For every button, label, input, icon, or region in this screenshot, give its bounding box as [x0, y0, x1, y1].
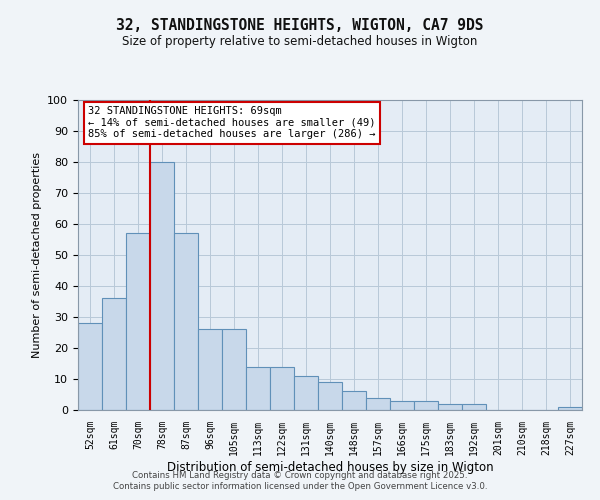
- Bar: [174, 234, 198, 410]
- Text: Size of property relative to semi-detached houses in Wigton: Size of property relative to semi-detach…: [122, 35, 478, 48]
- Bar: [390, 400, 414, 410]
- Y-axis label: Number of semi-detached properties: Number of semi-detached properties: [32, 152, 42, 358]
- Bar: [102, 298, 126, 410]
- Text: 32, STANDINGSTONE HEIGHTS, WIGTON, CA7 9DS: 32, STANDINGSTONE HEIGHTS, WIGTON, CA7 9…: [116, 18, 484, 32]
- Text: Contains HM Land Registry data © Crown copyright and database right 2025.: Contains HM Land Registry data © Crown c…: [132, 471, 468, 480]
- Bar: [270, 366, 294, 410]
- Bar: [366, 398, 390, 410]
- Bar: [558, 407, 582, 410]
- Bar: [126, 234, 150, 410]
- Bar: [150, 162, 174, 410]
- Text: 32 STANDINGSTONE HEIGHTS: 69sqm
← 14% of semi-detached houses are smaller (49)
8: 32 STANDINGSTONE HEIGHTS: 69sqm ← 14% of…: [88, 106, 376, 140]
- Bar: [294, 376, 318, 410]
- Bar: [342, 392, 366, 410]
- Bar: [414, 400, 438, 410]
- Bar: [222, 330, 246, 410]
- X-axis label: Distribution of semi-detached houses by size in Wigton: Distribution of semi-detached houses by …: [167, 460, 493, 473]
- Bar: [438, 404, 462, 410]
- Text: Contains public sector information licensed under the Open Government Licence v3: Contains public sector information licen…: [113, 482, 487, 491]
- Bar: [246, 366, 270, 410]
- Bar: [462, 404, 486, 410]
- Bar: [78, 323, 102, 410]
- Bar: [198, 330, 222, 410]
- Bar: [318, 382, 342, 410]
